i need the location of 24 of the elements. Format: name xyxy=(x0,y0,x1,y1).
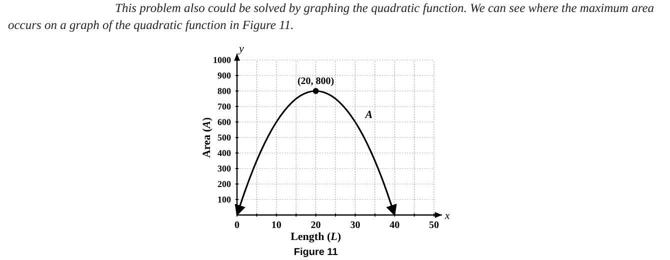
y-tick-label: 500 xyxy=(218,132,232,142)
y-tick-label: 700 xyxy=(218,101,232,112)
caption: Figure 11 xyxy=(294,247,338,258)
text: x xyxy=(444,210,450,222)
x-tick-label: 50 xyxy=(429,220,439,232)
series-label: A xyxy=(364,109,373,121)
y-axis-title: Area (A) xyxy=(201,116,213,158)
y-tick-label: 600 xyxy=(218,116,232,127)
y-tick-label: 900 xyxy=(218,70,232,80)
x-axis-title: Length (L) xyxy=(290,231,342,243)
y-tick-label: 400 xyxy=(218,148,232,158)
y-tick-label: 800 xyxy=(218,86,232,96)
y-tick-label: 300 xyxy=(218,163,232,174)
x-tick-label: 20 xyxy=(310,220,321,232)
y-tick-label: 100 xyxy=(218,194,232,204)
y-tick-label: 1000 xyxy=(213,54,232,65)
annotation: (20, 800) xyxy=(297,76,334,87)
x-tick-label: 10 xyxy=(271,220,282,232)
chart-title: This problem also could be solved by graphing the quadratic function. We can see where the maximum area occurs on a graph of the quadratic function in Figure 11. xyxy=(8,1,654,32)
x-tick-label: 0 xyxy=(234,220,240,232)
x-tick-label: 30 xyxy=(350,220,360,232)
annotation: y xyxy=(238,42,244,55)
y-tick-label: 200 xyxy=(218,178,232,189)
x-tick-label: 40 xyxy=(390,220,400,232)
